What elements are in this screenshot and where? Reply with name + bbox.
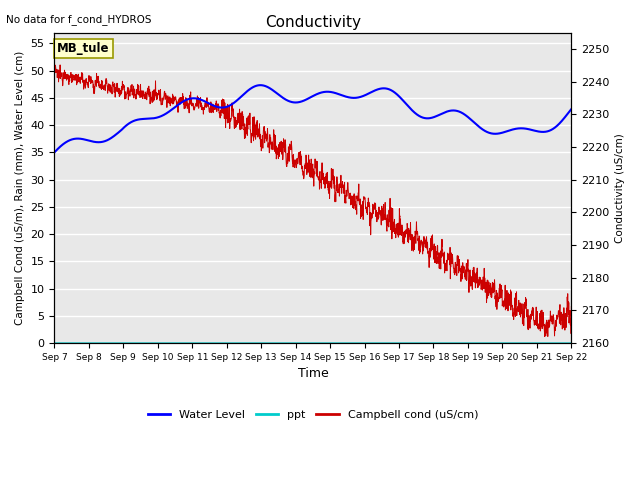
X-axis label: Time: Time bbox=[298, 367, 328, 380]
Y-axis label: Conductivity (uS/cm): Conductivity (uS/cm) bbox=[615, 133, 625, 243]
Legend: Water Level, ppt, Campbell cond (uS/cm): Water Level, ppt, Campbell cond (uS/cm) bbox=[143, 406, 483, 424]
Y-axis label: Campbell Cond (uS/m), Rain (mm), Water Level (cm): Campbell Cond (uS/m), Rain (mm), Water L… bbox=[15, 51, 25, 325]
Title: Conductivity: Conductivity bbox=[265, 15, 361, 30]
Text: MB_tule: MB_tule bbox=[57, 42, 109, 55]
Text: No data for f_cond_HYDROS: No data for f_cond_HYDROS bbox=[6, 14, 152, 25]
